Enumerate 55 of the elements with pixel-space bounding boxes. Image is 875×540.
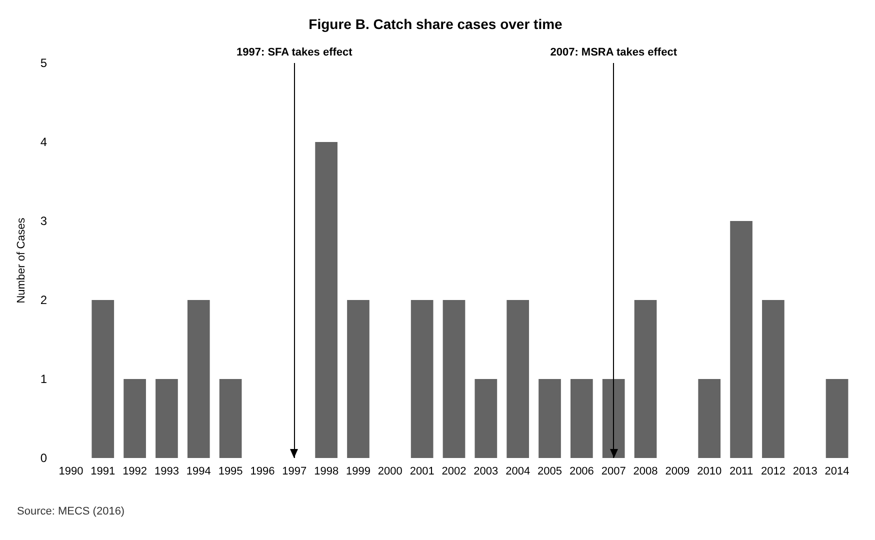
source-note: Source: MECS (2016)	[17, 506, 125, 518]
x-tick-label: 2012	[760, 466, 786, 478]
x-tick-label: 1992	[122, 466, 148, 478]
bar	[698, 379, 721, 458]
bar	[826, 379, 848, 458]
y-tick-label: 5	[40, 56, 48, 70]
x-tick-label: 2010	[697, 466, 722, 478]
x-tick-label: 2002	[442, 466, 466, 478]
bar	[156, 379, 178, 458]
x-tick-label: 2011	[729, 466, 754, 478]
x-tick-label: 2009	[665, 466, 690, 478]
bar	[570, 379, 593, 458]
x-tick-label: 2013	[792, 466, 818, 478]
bar	[219, 379, 242, 458]
bar	[315, 142, 338, 458]
x-tick-label: 1994	[186, 466, 211, 478]
x-tick-label: 1990	[58, 466, 84, 478]
x-tick-label: 2004	[506, 466, 530, 478]
x-tick-label: 1999	[346, 466, 370, 478]
bar	[347, 300, 370, 458]
bar	[762, 300, 784, 458]
bar	[506, 300, 530, 458]
bar	[410, 300, 434, 458]
x-tick-label: 1995	[218, 466, 243, 478]
y-tick-label: 3	[40, 214, 48, 228]
x-tick-label: 2007	[601, 466, 626, 478]
x-tick-label: 2006	[569, 466, 594, 478]
ref-line-label: 2007: MSRA takes effect	[550, 46, 678, 58]
bar	[634, 300, 657, 458]
y-tick-label: 2	[40, 293, 48, 307]
x-tick-label: 2003	[474, 466, 498, 478]
bar	[92, 300, 114, 458]
x-tick-label: 2014	[824, 466, 850, 478]
bar	[442, 300, 466, 458]
ref-line-label: 1997: SFA takes effect	[236, 46, 353, 58]
bar	[730, 221, 752, 458]
x-tick-label: 2001	[410, 466, 434, 478]
bar	[474, 379, 498, 458]
bar	[602, 379, 625, 458]
x-tick-label: 1993	[154, 466, 179, 478]
y-axis-title: Number of Cases	[16, 217, 28, 304]
y-tick-label: 0	[40, 451, 48, 465]
x-tick-label: 1997	[282, 466, 307, 478]
x-tick-label: 1998	[314, 466, 339, 478]
bar	[538, 379, 561, 458]
x-tick-label: 2005	[538, 466, 562, 478]
chart-title: Figure B. Catch share cases over time	[308, 16, 563, 32]
x-tick-label: 1991	[90, 466, 116, 478]
x-tick-label: 2008	[633, 466, 658, 478]
x-tick-label: 2000	[378, 466, 402, 478]
bar	[124, 379, 146, 458]
bar	[187, 300, 210, 458]
y-tick-label: 4	[40, 135, 48, 149]
y-tick-label: 1	[40, 372, 48, 386]
x-tick-label: 1996	[250, 466, 275, 478]
